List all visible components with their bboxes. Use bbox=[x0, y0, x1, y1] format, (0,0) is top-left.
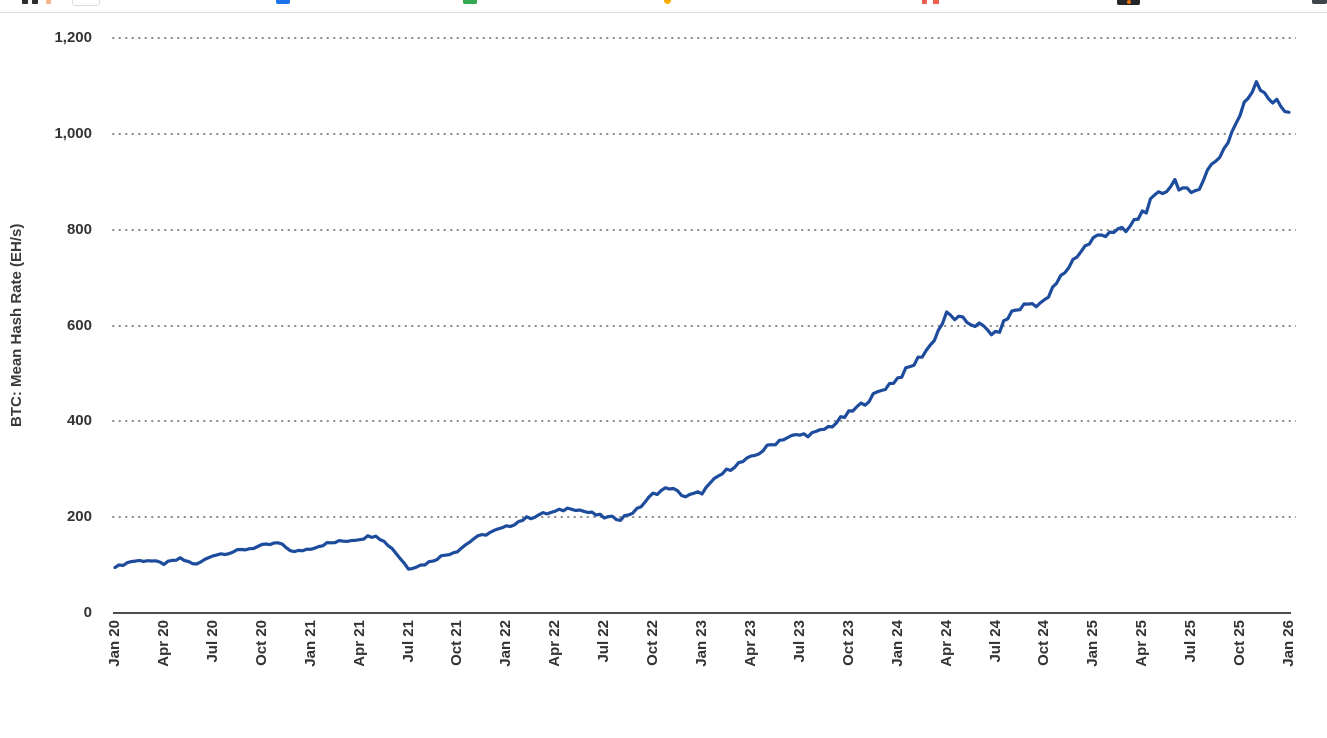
gridline bbox=[110, 420, 1296, 423]
x-tick-label: Jan 22 bbox=[497, 620, 515, 667]
y-tick-label: 200 bbox=[66, 508, 92, 526]
bookmark-favicon-outline[interactable] bbox=[72, 0, 100, 6]
gridline bbox=[110, 132, 1296, 135]
x-tick-label: Jan 24 bbox=[888, 620, 906, 667]
x-tick-label: Jul 22 bbox=[595, 620, 613, 663]
bookmark-favicon-dark-right[interactable] bbox=[1312, 0, 1327, 4]
x-tick-label: Oct 20 bbox=[252, 620, 270, 666]
bookmark-favicon-red-left[interactable] bbox=[922, 0, 927, 4]
y-tick-label: 1,200 bbox=[54, 29, 92, 46]
bookmark-favicon-green[interactable] bbox=[463, 0, 477, 4]
y-tick-label: 400 bbox=[66, 412, 92, 430]
bookmark-favicon-peach[interactable] bbox=[46, 0, 51, 4]
x-tick-label: Jul 21 bbox=[399, 620, 417, 663]
x-tick-label: Oct 25 bbox=[1231, 620, 1249, 666]
x-tick-label: Oct 23 bbox=[839, 620, 857, 666]
x-tick-label: Apr 25 bbox=[1133, 620, 1151, 667]
y-tick-label: 0 bbox=[83, 604, 92, 621]
bookmarks-bar bbox=[0, 0, 1327, 13]
x-tick-label: Jul 25 bbox=[1182, 620, 1200, 663]
x-tick-label: Oct 24 bbox=[1035, 620, 1053, 666]
x-tick-label: Jul 20 bbox=[203, 620, 221, 663]
x-tick-label: Apr 21 bbox=[350, 620, 368, 667]
x-tick-label: Oct 22 bbox=[644, 620, 662, 666]
x-tick-label: Jul 24 bbox=[986, 620, 1004, 663]
gridline bbox=[110, 37, 1296, 39]
bookmark-favicon-blue[interactable] bbox=[276, 0, 290, 4]
x-tick-label: Jul 23 bbox=[790, 620, 808, 663]
gridline bbox=[110, 516, 1296, 519]
bookmark-favicon-orange-dot[interactable] bbox=[664, 0, 671, 4]
y-tick-label: 600 bbox=[66, 316, 92, 334]
x-tick-label: Jan 23 bbox=[693, 620, 710, 667]
bookmark-favicon-red-right[interactable] bbox=[933, 0, 939, 4]
bookmark-favicon-dark-camera[interactable] bbox=[1117, 0, 1140, 5]
bookmark-favicon-grid-right[interactable] bbox=[31, 0, 38, 4]
x-tick-label: Apr 24 bbox=[937, 620, 955, 667]
x-tick-label: Jan 25 bbox=[1084, 620, 1102, 667]
gridline bbox=[110, 228, 1296, 231]
hashrate-line bbox=[113, 80, 1291, 571]
x-tick-label: Apr 22 bbox=[546, 620, 564, 667]
gridline bbox=[110, 324, 1296, 327]
x-tick-label: Oct 21 bbox=[448, 620, 466, 666]
y-tick-label: 800 bbox=[66, 220, 92, 238]
x-tick-label: Jan 20 bbox=[106, 620, 123, 667]
x-tick-label: Apr 23 bbox=[741, 620, 759, 667]
x-tick-label: Jan 21 bbox=[301, 620, 319, 667]
x-tick-label: Jan 26 bbox=[1280, 620, 1297, 667]
y-tick-label: 1,000 bbox=[54, 124, 92, 142]
x-tick-label: Apr 20 bbox=[154, 620, 172, 667]
bookmark-favicon-grid-left[interactable] bbox=[22, 0, 28, 4]
bookmark-favicon-dark-camera-dot bbox=[1126, 0, 1131, 4]
x-axis-line bbox=[113, 612, 1291, 614]
